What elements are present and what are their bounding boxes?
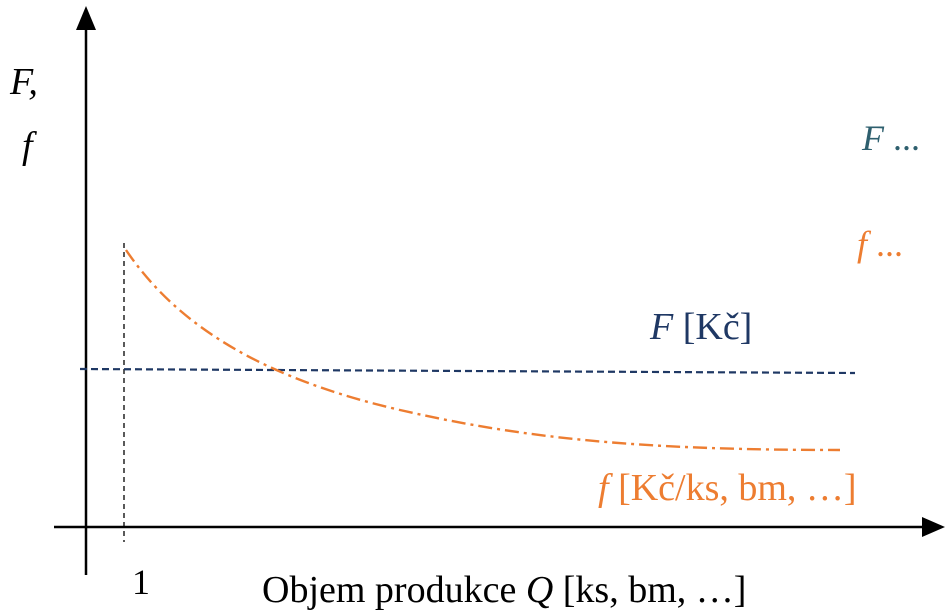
- legend-f: f ...: [857, 224, 903, 264]
- x-axis-label-before: Objem produkce: [262, 569, 526, 611]
- x-axis-label: Objem produkce Q [ks, bm, …]: [262, 569, 746, 611]
- F-line: [79, 367, 856, 375]
- x-axis-label-var: Q: [526, 569, 553, 611]
- y-axis-label-line2: f: [22, 125, 37, 167]
- x-axis-label-after: [ks, bm, …]: [553, 569, 746, 611]
- f-label: f [Kč/ks, bm, …]: [598, 467, 857, 509]
- F-label-var: F: [649, 306, 674, 348]
- legend-f-ellipsis: ...: [867, 224, 903, 264]
- F-label-unit: [Kč]: [673, 306, 752, 348]
- legend-F-ellipsis: ...: [884, 118, 920, 158]
- x-axis-arrow: [922, 517, 945, 537]
- legend-F: F ...: [861, 118, 920, 158]
- legend-F-var: F: [861, 118, 885, 158]
- f-curve: [125, 249, 841, 452]
- f-label-unit: [Kč/ks, bm, …]: [609, 467, 857, 509]
- y-axis-label-line1: F,: [9, 61, 38, 103]
- y-axis-arrow: [76, 6, 96, 30]
- x-tick-1: 1: [132, 562, 150, 602]
- F-label: F [Kč]: [649, 306, 752, 348]
